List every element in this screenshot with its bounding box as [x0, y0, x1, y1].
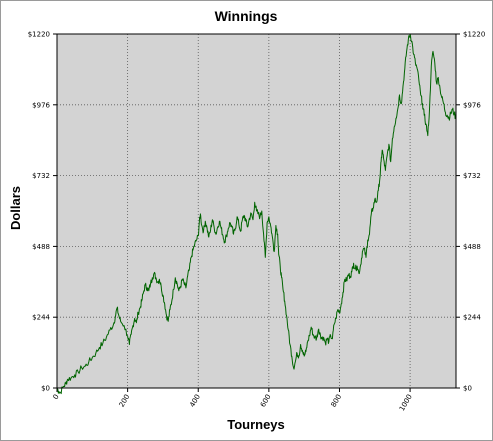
series-group	[56, 33, 457, 395]
x-axis-title: Tourneys	[227, 417, 285, 432]
chart-title: Winnings	[215, 8, 278, 24]
x-tick-label: 1000	[398, 393, 414, 412]
y-tick-label-right: $488	[463, 243, 481, 251]
y-tick-label-left: $0	[41, 385, 50, 393]
winnings-line	[56, 33, 457, 395]
y-tick-label-right: $1220	[463, 31, 485, 39]
y-tick-label-left: $244	[32, 314, 50, 322]
y-tick-label-left: $488	[32, 243, 50, 251]
y-axis-title: Dollars	[8, 186, 23, 230]
axes	[53, 33, 460, 392]
x-tick-label: 800	[330, 393, 344, 409]
x-tick-label: 0	[52, 393, 61, 401]
x-tick-label: 200	[118, 393, 132, 409]
y-tick-label-right: $244	[463, 314, 481, 322]
gridlines	[57, 34, 456, 388]
x-tick-label: 600	[259, 393, 273, 409]
y-tick-label-right: $732	[463, 172, 481, 180]
y-tick-label-right: $0	[463, 385, 472, 393]
y-tick-label-left: $1220	[28, 31, 50, 39]
y-tick-label-left: $732	[32, 172, 50, 180]
plot-border	[56, 33, 457, 389]
x-tick-label: 400	[188, 393, 202, 409]
y-tick-label-left: $976	[32, 101, 50, 109]
y-tick-label-right: $976	[463, 101, 481, 109]
